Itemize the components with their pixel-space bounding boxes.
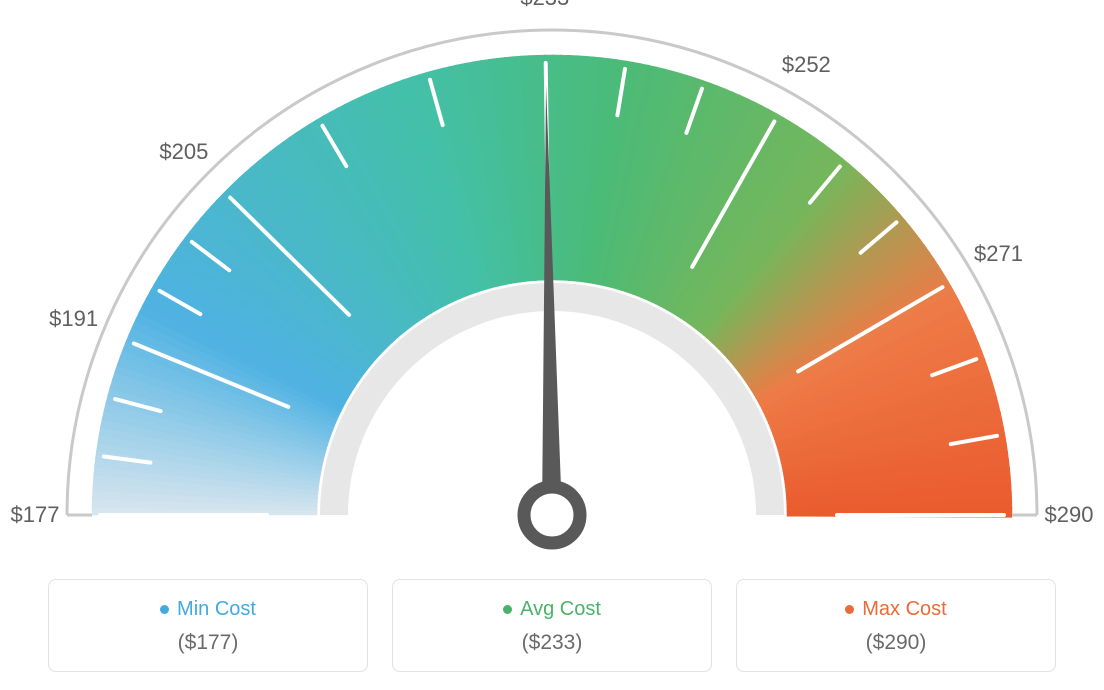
dot-icon bbox=[503, 605, 512, 614]
legend-card-avg: Avg Cost ($233) bbox=[392, 579, 712, 672]
legend-value: ($290) bbox=[747, 631, 1045, 655]
legend-title-avg: Avg Cost bbox=[503, 598, 601, 621]
dot-icon bbox=[160, 605, 169, 614]
dot-icon bbox=[845, 605, 854, 614]
gauge-tick-label: $205 bbox=[159, 139, 208, 165]
gauge-tick-label: $290 bbox=[1045, 502, 1094, 528]
legend-value: ($233) bbox=[403, 631, 701, 655]
gauge-chart: $177 $191 $205 $233 $252 $271 $290 bbox=[0, 0, 1104, 560]
legend-card-min: Min Cost ($177) bbox=[48, 579, 368, 672]
legend-value: ($177) bbox=[59, 631, 357, 655]
legend-title-min: Min Cost bbox=[160, 598, 256, 621]
gauge-tick-label: $177 bbox=[11, 502, 60, 528]
gauge-tick-label: $252 bbox=[782, 52, 831, 78]
gauge-tick-label: $233 bbox=[520, 0, 569, 11]
gauge-svg bbox=[0, 0, 1104, 560]
legend-title-max: Max Cost bbox=[845, 598, 946, 621]
legend-row: Min Cost ($177) Avg Cost ($233) Max Cost… bbox=[0, 579, 1104, 672]
gauge-tick-label: $271 bbox=[974, 241, 1023, 267]
legend-card-max: Max Cost ($290) bbox=[736, 579, 1056, 672]
legend-label: Max Cost bbox=[862, 598, 946, 621]
gauge-tick-label: $191 bbox=[49, 306, 98, 332]
legend-label: Avg Cost bbox=[520, 598, 601, 621]
gauge-needle-hub bbox=[524, 487, 580, 543]
legend-label: Min Cost bbox=[177, 598, 256, 621]
